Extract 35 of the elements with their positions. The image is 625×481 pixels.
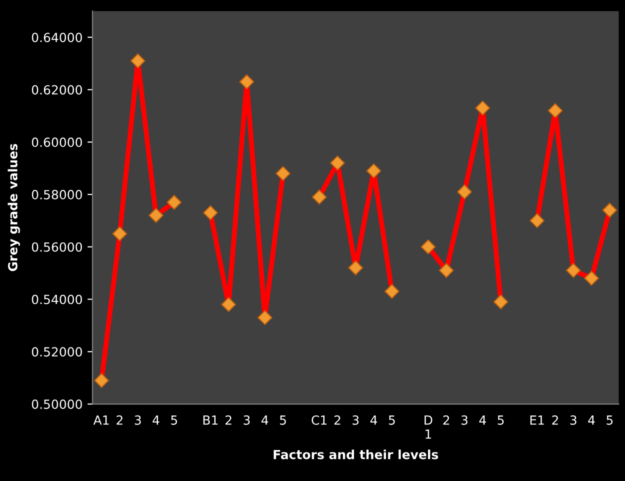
y-tick-label: 0.64000 [32,32,82,42]
y-tick-label: 0.62000 [32,85,82,95]
x-tick-label: 4 [152,416,160,425]
y-tick-label: 0.54000 [32,294,82,304]
x-tick-label: 5 [498,416,504,425]
x-tick-label: 5 [280,416,286,425]
y-tick-label: 0.52000 [32,347,82,357]
x-axis-title: Factors and their levels [274,450,438,460]
y-tick-label: 0.56000 [32,242,82,252]
x-tick-label: 2 [552,415,558,425]
x-tick-label: 2 [116,415,122,425]
y-tick-label: 0.50000 [32,400,82,409]
x-tick-label: 4 [479,416,486,425]
x-tick-label: E1 [530,416,544,425]
x-tick-label: 2 [443,415,450,425]
x-tick-label: A1 [93,416,109,425]
x-tick-label: 5 [388,416,395,425]
y-tick-label: 0.60000 [32,138,82,147]
x-tick-label: 4 [262,416,268,425]
y-axis-title: Grey grade values [8,144,20,272]
x-tick-label: 3 [352,415,359,425]
x-tick-label: 2 [226,415,232,425]
x-tick-label: 3 [134,415,141,425]
x-tick-label: 5 [606,416,613,425]
x-tick-label: C1 [312,415,327,425]
x-tick-label: 2 [334,415,340,425]
x-tick-label: B1 [203,416,218,425]
x-tick-label: 4 [588,416,595,425]
x-tick-label: 4 [370,416,378,425]
x-tick-label: 5 [171,416,178,425]
x-tick-label: 3 [570,415,576,425]
x-tick-label: 3 [244,415,250,425]
y-tick-label: 0.58000 [32,190,82,200]
x-tick-label: D 1 [424,416,432,439]
x-tick-label: 3 [461,415,468,425]
